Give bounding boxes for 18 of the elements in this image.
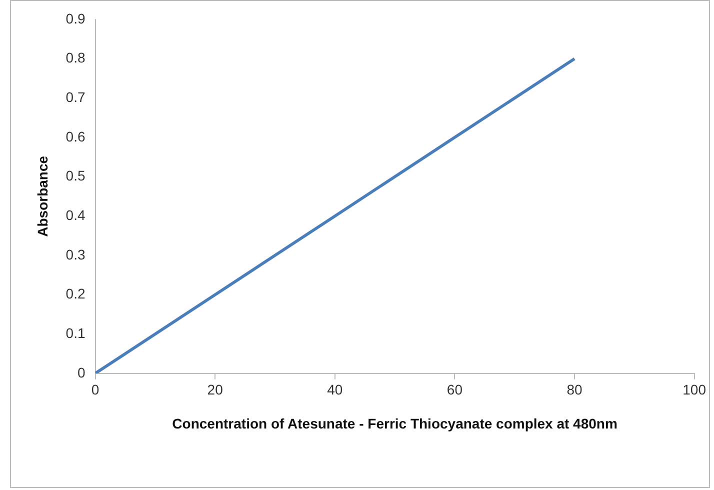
x-tick-label: 40 (327, 382, 343, 398)
x-tick-label: 60 (446, 382, 463, 398)
y-tick-label: 0.5 (66, 168, 86, 184)
y-tick-label: 0.8 (66, 50, 86, 66)
x-tick-label: 80 (566, 382, 583, 398)
y-tick-label: 0.2 (66, 286, 86, 302)
y-tick-label: 0 (77, 364, 86, 380)
y-tick-label: 0.4 (66, 206, 86, 223)
x-axis-title: Concentration of Atesunate - Ferric Thiocyanate complex at 480nm (172, 415, 618, 432)
x-tick-label: 0 (91, 382, 100, 398)
y-tick-label: 0.1 (66, 324, 86, 341)
y-tick-label: 0.3 (66, 246, 86, 262)
y-tick-label: 0.9 (66, 10, 86, 26)
x-tick-label: 20 (207, 382, 224, 398)
y-tick-label: 0.6 (66, 128, 86, 144)
y-axis-title: Absorbance (34, 156, 50, 237)
y-tick-label: 0.7 (66, 88, 86, 105)
x-tick-label: 100 (682, 382, 706, 398)
